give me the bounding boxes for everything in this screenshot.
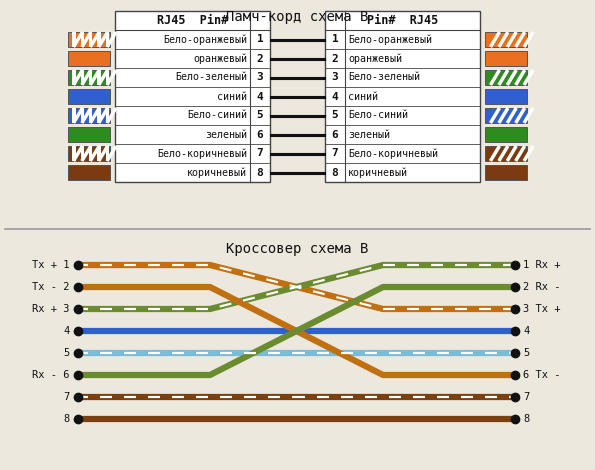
Text: Бело-синий: Бело-синий [348,110,408,120]
Text: Бело-оранжевый: Бело-оранжевый [163,34,247,45]
Text: Tx - 2: Tx - 2 [33,282,70,292]
Text: 7: 7 [331,149,339,158]
Bar [106,32,109,47]
Text: Бело-зеленый: Бело-зеленый [348,72,420,83]
Text: Tx + 1: Tx + 1 [33,260,70,270]
Bar [68,51,110,66]
Text: коричневый: коричневый [187,167,247,178]
Bar [89,108,92,123]
Text: коричневый: коричневый [348,167,408,178]
Text: 1: 1 [331,34,339,45]
Text: 2: 2 [256,54,264,63]
Bar [72,146,76,161]
Bar [72,32,76,47]
Text: Кроссовер схема B: Кроссовер схема B [226,242,368,256]
Text: 7: 7 [64,392,70,402]
Bar [68,32,110,47]
Text: 2 Rx -: 2 Rx - [523,282,560,292]
Bar [98,146,101,161]
Bar [106,70,109,85]
Text: 8: 8 [523,414,529,424]
Text: оранжевый: оранжевый [348,53,402,64]
Text: 2: 2 [331,54,339,63]
Text: Бело-синий: Бело-синий [187,110,247,120]
Bar [98,108,101,123]
Bar [106,146,109,161]
Bar [68,165,110,180]
Text: 4: 4 [523,326,529,336]
Text: 8: 8 [256,167,264,178]
Bar [68,70,110,85]
Text: 4: 4 [256,92,264,102]
Bar [72,70,76,85]
Text: Бело-зеленый: Бело-зеленый [175,72,247,83]
Bar [80,32,84,47]
Text: Бело-оранжевый: Бело-оранжевый [348,34,432,45]
Bar [106,108,109,123]
Text: зеленый: зеленый [205,130,247,140]
Text: синий: синий [217,92,247,102]
Text: 4: 4 [64,326,70,336]
Text: Rx - 6: Rx - 6 [33,370,70,380]
Text: 6: 6 [256,130,264,140]
Bar [80,70,84,85]
Bar [485,146,527,161]
Text: Бело-коричневый: Бело-коричневый [157,148,247,159]
Bar [485,127,527,142]
Text: 6 Tx -: 6 Tx - [523,370,560,380]
Bar [485,165,527,180]
Text: Rx + 3: Rx + 3 [33,304,70,314]
Text: 8: 8 [331,167,339,178]
Bar [68,89,110,104]
Text: 7: 7 [523,392,529,402]
Bar [68,127,110,142]
Bar [485,51,527,66]
Text: 5: 5 [256,110,264,120]
Bar [89,32,92,47]
Bar [115,11,270,182]
Bar [89,70,92,85]
Text: 5: 5 [523,348,529,358]
Bar [68,146,110,161]
Bar [485,32,527,47]
Text: 6: 6 [331,130,339,140]
Text: 5: 5 [64,348,70,358]
Text: 3: 3 [256,72,264,83]
Bar [72,108,76,123]
Bar [485,89,527,104]
Bar [485,108,527,123]
Text: Памч-корд схема B: Памч-корд схема B [226,10,368,24]
Text: RJ45  Pin#: RJ45 Pin# [157,14,228,27]
Bar [98,70,101,85]
Text: оранжевый: оранжевый [193,53,247,64]
Text: синий: синий [348,92,378,102]
Text: 7: 7 [256,149,264,158]
Bar [80,108,84,123]
Bar [89,146,92,161]
Text: 3 Tx +: 3 Tx + [523,304,560,314]
Text: Бело-коричневый: Бело-коричневый [348,148,438,159]
Bar [485,70,527,85]
Text: 5: 5 [331,110,339,120]
Text: 4: 4 [331,92,339,102]
Bar [68,108,110,123]
Text: 3: 3 [331,72,339,83]
Text: 8: 8 [64,414,70,424]
Text: 1 Rx +: 1 Rx + [523,260,560,270]
Text: 1: 1 [256,34,264,45]
Bar [325,11,480,182]
Bar [80,146,84,161]
Text: Pin#  RJ45: Pin# RJ45 [367,14,438,27]
Bar [98,32,101,47]
Text: зеленый: зеленый [348,130,390,140]
